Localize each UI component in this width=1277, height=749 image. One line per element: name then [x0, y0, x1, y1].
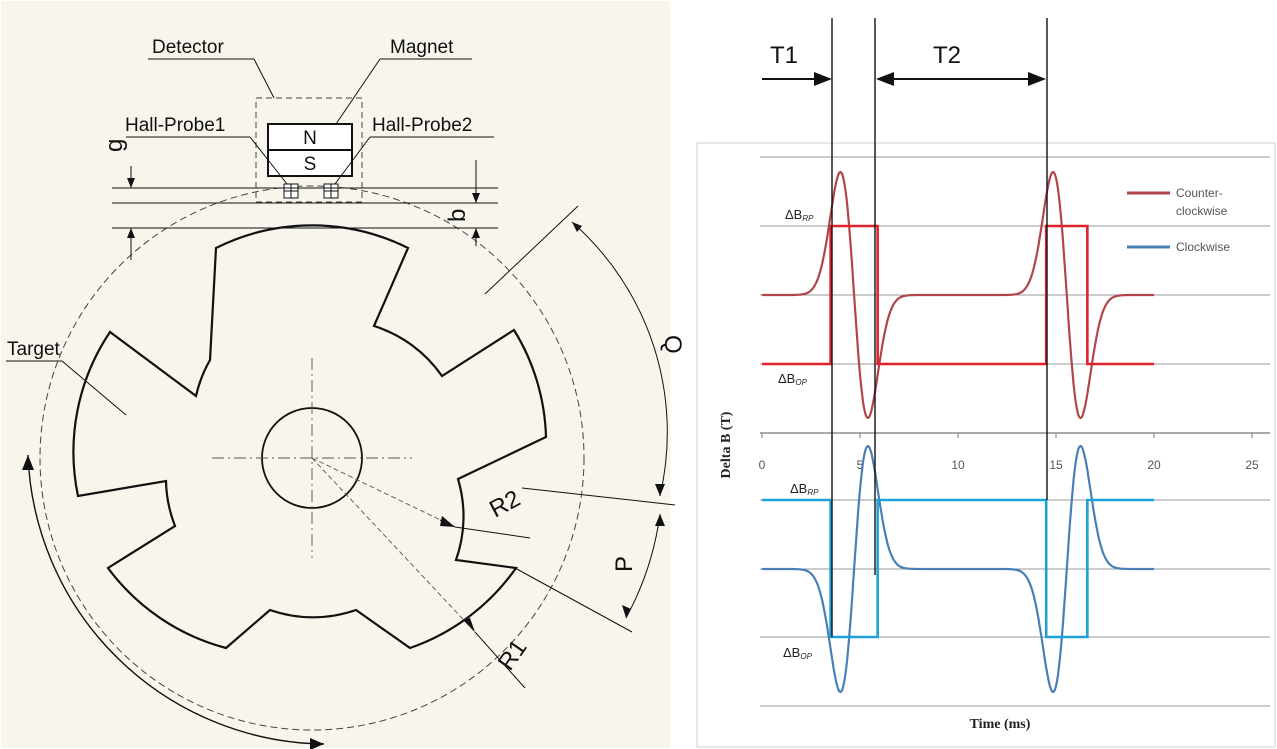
ccw-rp-label: ΔBRP	[785, 207, 814, 223]
chart-frame	[696, 142, 1276, 748]
ccw-op-label: ΔBOP	[778, 371, 808, 387]
p-extension-line-lower	[514, 567, 633, 633]
x-tick-label: 15	[1049, 458, 1063, 472]
radius-r2-line	[311, 457, 456, 528]
x-tick-label: 0	[759, 458, 766, 472]
x-axis-ticks: 0 5 10 15 20 25	[759, 433, 1259, 472]
mechanism-drawing: N S Detector Magnet Hall-Probe1 Hall-Pro…	[1, 1, 686, 749]
x-tick-label: 10	[951, 458, 965, 472]
x-tick-label: 5	[857, 458, 864, 472]
p-arrowhead-top	[655, 514, 665, 526]
b-arrowhead-top	[472, 193, 480, 203]
y-axis-title: Delta B (T)	[719, 411, 734, 478]
hall-probe-1-leader	[249, 136, 288, 185]
cw-op-label: ΔBOP	[783, 645, 813, 661]
target-leader	[61, 360, 127, 416]
magnet-leader	[335, 58, 381, 125]
drawing-background	[1, 1, 670, 748]
pole-s-label: S	[304, 154, 317, 175]
target-label: Target	[7, 339, 61, 360]
magnet-n-block	[267, 123, 353, 151]
target-gear-outline	[72, 224, 548, 650]
t2-label: T2	[933, 42, 961, 69]
x-tick-label: 20	[1147, 458, 1161, 472]
x-axis-title: Time (ms)	[970, 717, 1031, 732]
r1-arrowhead	[463, 618, 475, 632]
detector-leader	[253, 58, 275, 99]
series-clockwise-curve	[762, 444, 1154, 694]
hall-probe-2	[323, 183, 339, 199]
r2-leader	[454, 526, 531, 539]
detector-label: Detector	[152, 37, 224, 58]
legend-label-counter-clockwise: Counter- clockwise	[1176, 186, 1228, 218]
series-counter-clockwise-curve	[762, 170, 1154, 420]
pole-n-label: N	[303, 128, 317, 149]
cw-rp-label: ΔBRP	[790, 481, 819, 497]
series-clockwise-square	[762, 498, 1154, 639]
hall-probe-1-label: Hall-Probe1	[125, 115, 225, 136]
outer-dashed-circle	[39, 185, 585, 731]
r2-arrowhead	[440, 516, 455, 527]
legend: Counter- clockwise Clockwise	[1127, 186, 1230, 254]
hall-probe-2-leader	[334, 136, 371, 185]
x-tick-label: 25	[1245, 458, 1259, 472]
hall-probe-1	[283, 183, 299, 199]
t1-arrowhead	[814, 72, 832, 86]
q-arrowhead-bottom	[655, 484, 665, 496]
p-extension-line-upper	[521, 487, 676, 506]
p-arrowhead-bottom	[622, 605, 631, 618]
r1-leader	[474, 631, 526, 689]
b-arrowhead-bottom	[472, 228, 480, 238]
timing-chart: 0 5 10 15 20 25 ΔBRP ΔBOP ΔBRP ΔBOP Counter- …	[696, 142, 1276, 748]
t2-arrowhead-left	[876, 72, 894, 86]
q-arc	[571, 221, 668, 497]
hall-probe-2-label: Hall-Probe2	[372, 115, 472, 136]
rotation-arrowhead-up	[22, 455, 34, 470]
rotation-arrowhead-right	[310, 738, 324, 749]
dim-q-label: Q	[659, 335, 686, 354]
dim-g-label: g	[101, 139, 128, 152]
g-arrowhead-bottom	[127, 228, 135, 238]
t2-arrowhead-right	[1028, 72, 1046, 86]
legend-label-clockwise: Clockwise	[1176, 240, 1230, 254]
magnet-label: Magnet	[390, 37, 454, 58]
q-arrowhead-top	[572, 222, 582, 232]
detector-box	[255, 97, 363, 203]
series-counter-clockwise-square	[762, 224, 1154, 366]
dim-p-label: P	[611, 556, 638, 572]
q-extension-line	[484, 205, 579, 295]
rotation-arc	[27, 454, 325, 745]
dim-b-label: b	[444, 209, 471, 222]
timing-markers: T1 T2	[762, 18, 1048, 637]
t1-label: T1	[770, 42, 798, 69]
magnet-s-block	[267, 149, 353, 177]
g-arrowhead-top	[127, 178, 135, 188]
